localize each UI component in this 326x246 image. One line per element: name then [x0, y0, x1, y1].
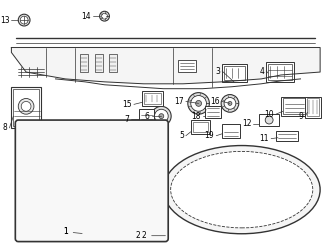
Circle shape	[112, 198, 136, 221]
Circle shape	[159, 114, 164, 119]
Text: 16: 16	[211, 97, 220, 106]
Circle shape	[38, 206, 44, 212]
Circle shape	[18, 98, 34, 114]
Bar	[95, 54, 103, 72]
Circle shape	[100, 11, 110, 21]
Circle shape	[196, 100, 201, 106]
Circle shape	[20, 16, 28, 24]
Bar	[191, 120, 210, 134]
Bar	[110, 54, 117, 72]
Circle shape	[121, 206, 127, 212]
Text: 2: 2	[141, 231, 165, 240]
Circle shape	[228, 101, 232, 105]
Circle shape	[57, 181, 69, 193]
Text: 8: 8	[3, 123, 7, 132]
Circle shape	[265, 116, 273, 124]
Text: 1: 1	[63, 227, 82, 236]
Circle shape	[224, 97, 236, 109]
Text: 17: 17	[174, 97, 184, 106]
Bar	[70, 204, 105, 219]
Circle shape	[68, 160, 102, 194]
Text: 11: 11	[259, 134, 269, 143]
Bar	[178, 60, 196, 72]
Bar	[268, 64, 292, 80]
Circle shape	[152, 106, 171, 126]
Ellipse shape	[163, 146, 320, 234]
Text: 3: 3	[215, 67, 220, 76]
Bar	[222, 124, 240, 138]
Text: 2: 2	[135, 231, 140, 240]
Polygon shape	[11, 47, 320, 84]
Circle shape	[155, 109, 168, 123]
Circle shape	[110, 195, 139, 224]
Text: 4: 4	[259, 67, 264, 76]
Bar	[281, 96, 308, 116]
Text: 1: 1	[64, 227, 68, 236]
Text: 10: 10	[264, 110, 274, 119]
Ellipse shape	[170, 152, 313, 228]
Circle shape	[29, 198, 52, 221]
Text: 6: 6	[145, 112, 150, 121]
Text: 5: 5	[179, 131, 184, 140]
Bar	[259, 114, 279, 126]
Bar	[224, 66, 244, 80]
Bar	[11, 87, 41, 128]
Text: 14: 14	[81, 12, 91, 21]
Bar	[13, 89, 39, 126]
Circle shape	[26, 195, 55, 224]
Bar	[144, 92, 161, 104]
Bar	[80, 54, 88, 72]
Bar	[266, 62, 294, 82]
Text: 12: 12	[242, 120, 252, 128]
Circle shape	[221, 94, 239, 112]
Circle shape	[21, 101, 31, 111]
Circle shape	[188, 92, 209, 114]
FancyBboxPatch shape	[15, 120, 168, 242]
Bar	[276, 131, 298, 141]
Text: 7: 7	[124, 115, 129, 123]
Circle shape	[26, 150, 101, 224]
Text: 9: 9	[299, 112, 304, 121]
Circle shape	[18, 14, 30, 26]
Circle shape	[102, 13, 108, 19]
Bar	[139, 109, 155, 121]
Text: 18: 18	[191, 112, 200, 121]
Bar	[307, 98, 319, 116]
Text: 15: 15	[122, 100, 132, 109]
Bar	[193, 122, 208, 132]
Circle shape	[22, 146, 105, 228]
Circle shape	[81, 173, 89, 181]
Bar	[142, 91, 163, 106]
Circle shape	[65, 157, 105, 197]
Text: 13: 13	[0, 15, 9, 25]
Bar	[222, 64, 246, 82]
Bar	[305, 96, 321, 118]
Circle shape	[191, 95, 206, 111]
Bar	[205, 106, 221, 118]
Text: 19: 19	[205, 131, 214, 140]
Bar	[283, 98, 306, 114]
